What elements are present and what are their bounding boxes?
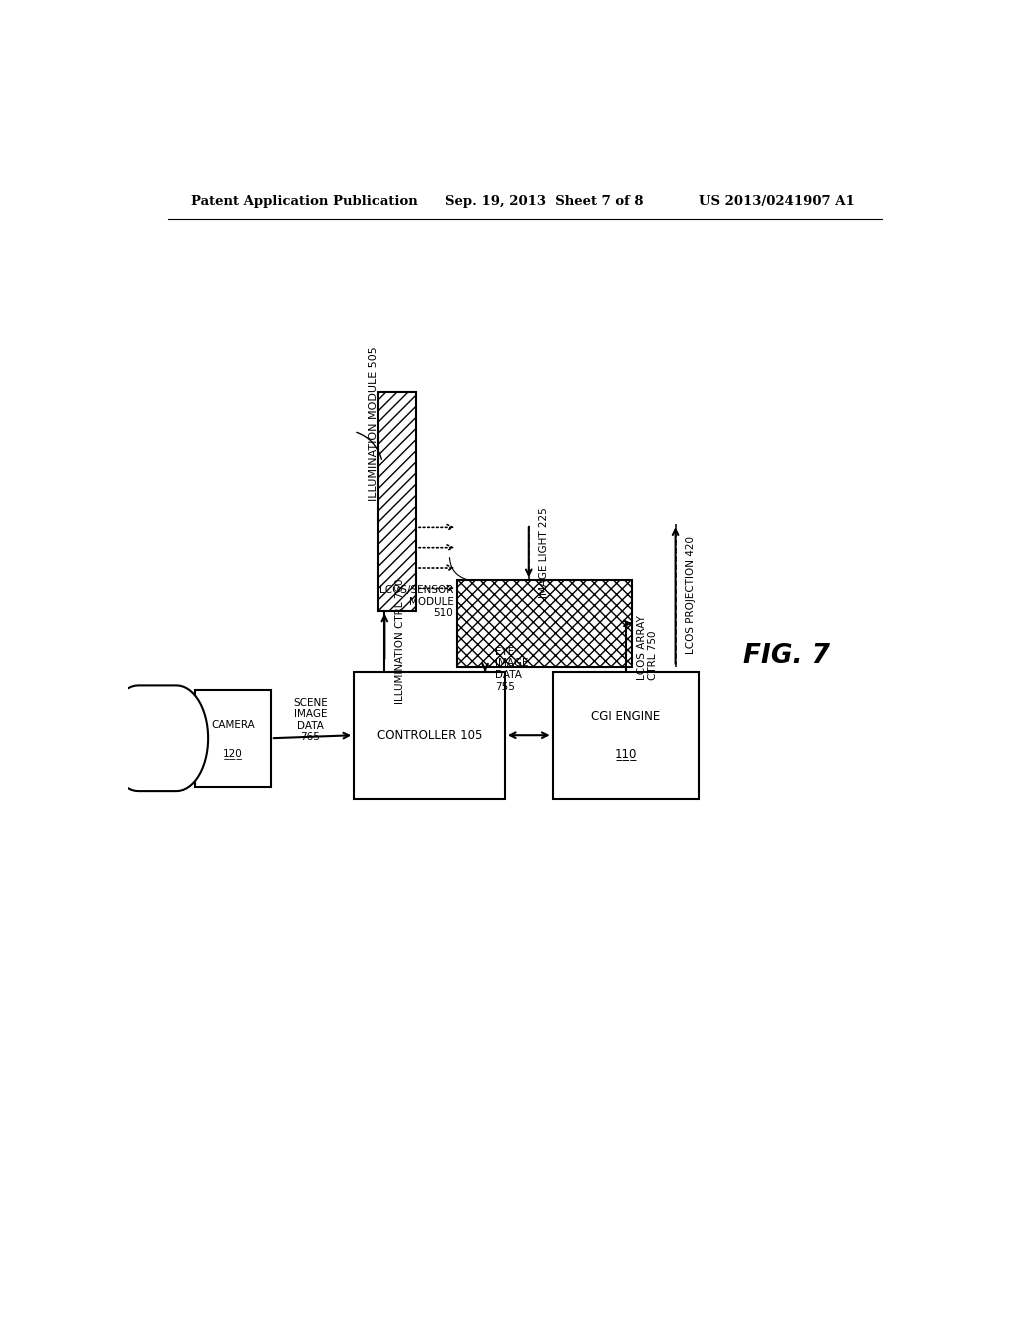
Text: Sep. 19, 2013  Sheet 7 of 8: Sep. 19, 2013 Sheet 7 of 8 (445, 194, 644, 207)
Text: ILLUMINATION CTRL 760: ILLUMINATION CTRL 760 (394, 578, 404, 704)
Polygon shape (106, 685, 208, 791)
Bar (553, 672, 699, 799)
Bar (378, 392, 416, 611)
Text: US 2013/0241907 A1: US 2013/0241907 A1 (699, 194, 855, 207)
Text: IMAGE LIGHT 225: IMAGE LIGHT 225 (539, 507, 549, 598)
Bar (196, 690, 270, 787)
Text: CONTROLLER 105: CONTROLLER 105 (377, 729, 482, 742)
Text: LCOS ARRAY
CTRL 750: LCOS ARRAY CTRL 750 (637, 615, 658, 680)
Text: FIG. 7: FIG. 7 (743, 643, 830, 669)
Text: CGI ENGINE: CGI ENGINE (591, 710, 660, 723)
Bar (458, 581, 632, 667)
Bar (354, 672, 505, 799)
Text: 1̲1̲0̲: 1̲1̲0̲ (614, 747, 637, 760)
Text: LCOS PROJECTION 420: LCOS PROJECTION 420 (686, 536, 696, 655)
Text: 1̲2̲0̲: 1̲2̲0̲ (223, 748, 243, 759)
Text: EYE
IMAGE
DATA
755: EYE IMAGE DATA 755 (496, 647, 529, 692)
Text: Patent Application Publication: Patent Application Publication (191, 194, 418, 207)
Text: LCOS/SENSOR
MODULE
510: LCOS/SENSOR MODULE 510 (379, 585, 454, 618)
Text: CAMERA: CAMERA (211, 719, 255, 730)
Text: ILLUMINATION MODULE 505: ILLUMINATION MODULE 505 (369, 347, 379, 502)
Bar (378, 392, 416, 611)
Bar (458, 581, 632, 667)
Text: SCENE
IMAGE
DATA
765: SCENE IMAGE DATA 765 (293, 697, 328, 742)
